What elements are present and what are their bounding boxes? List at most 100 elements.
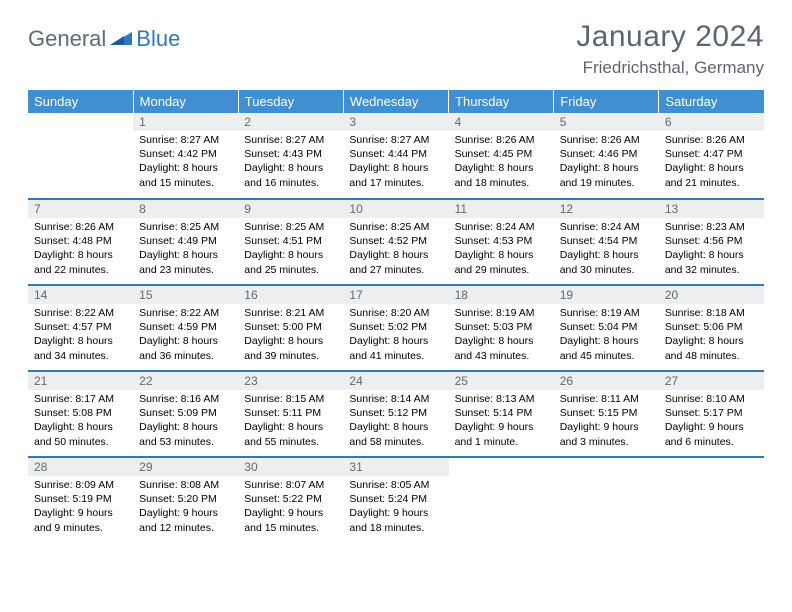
calendar-day-cell: 31Sunrise: 8:05 AMSunset: 5:24 PMDayligh… — [343, 457, 448, 543]
calendar-day-cell: 4Sunrise: 8:26 AMSunset: 4:45 PMDaylight… — [449, 113, 554, 199]
day-details: Sunrise: 8:22 AMSunset: 4:57 PMDaylight:… — [28, 304, 133, 367]
day-number: 10 — [343, 200, 448, 218]
calendar-day-cell: 23Sunrise: 8:15 AMSunset: 5:11 PMDayligh… — [238, 371, 343, 457]
day-details: Sunrise: 8:21 AMSunset: 5:00 PMDaylight:… — [238, 304, 343, 367]
day-details: Sunrise: 8:26 AMSunset: 4:48 PMDaylight:… — [28, 218, 133, 281]
day-number: 16 — [238, 286, 343, 304]
calendar-week-row: 28Sunrise: 8:09 AMSunset: 5:19 PMDayligh… — [28, 457, 764, 543]
day-number: 22 — [133, 372, 238, 390]
calendar-day-cell: 27Sunrise: 8:10 AMSunset: 5:17 PMDayligh… — [659, 371, 764, 457]
day-number: 30 — [238, 458, 343, 476]
calendar-week-row: 21Sunrise: 8:17 AMSunset: 5:08 PMDayligh… — [28, 371, 764, 457]
weekday-header: Thursday — [449, 90, 554, 113]
day-details: Sunrise: 8:26 AMSunset: 4:47 PMDaylight:… — [659, 131, 764, 194]
day-details: Sunrise: 8:15 AMSunset: 5:11 PMDaylight:… — [238, 390, 343, 453]
calendar-day-cell: 1Sunrise: 8:27 AMSunset: 4:42 PMDaylight… — [133, 113, 238, 199]
day-details: Sunrise: 8:14 AMSunset: 5:12 PMDaylight:… — [343, 390, 448, 453]
brand-text-blue: Blue — [136, 26, 180, 52]
calendar-day-cell: 28Sunrise: 8:09 AMSunset: 5:19 PMDayligh… — [28, 457, 133, 543]
day-number: 23 — [238, 372, 343, 390]
calendar-day-cell: . — [449, 457, 554, 543]
day-details: Sunrise: 8:11 AMSunset: 5:15 PMDaylight:… — [554, 390, 659, 453]
calendar-day-cell: 26Sunrise: 8:11 AMSunset: 5:15 PMDayligh… — [554, 371, 659, 457]
weekday-header: Wednesday — [343, 90, 448, 113]
calendar-day-cell: 6Sunrise: 8:26 AMSunset: 4:47 PMDaylight… — [659, 113, 764, 199]
calendar-day-cell: 16Sunrise: 8:21 AMSunset: 5:00 PMDayligh… — [238, 285, 343, 371]
calendar-day-cell: 2Sunrise: 8:27 AMSunset: 4:43 PMDaylight… — [238, 113, 343, 199]
day-details: Sunrise: 8:17 AMSunset: 5:08 PMDaylight:… — [28, 390, 133, 453]
day-number: 28 — [28, 458, 133, 476]
calendar-day-cell: 13Sunrise: 8:23 AMSunset: 4:56 PMDayligh… — [659, 199, 764, 285]
calendar-day-cell: . — [554, 457, 659, 543]
day-details: Sunrise: 8:19 AMSunset: 5:03 PMDaylight:… — [449, 304, 554, 367]
calendar-day-cell: 5Sunrise: 8:26 AMSunset: 4:46 PMDaylight… — [554, 113, 659, 199]
calendar-day-cell: 30Sunrise: 8:07 AMSunset: 5:22 PMDayligh… — [238, 457, 343, 543]
calendar-day-cell: 12Sunrise: 8:24 AMSunset: 4:54 PMDayligh… — [554, 199, 659, 285]
day-number: 11 — [449, 200, 554, 218]
day-details: Sunrise: 8:09 AMSunset: 5:19 PMDaylight:… — [28, 476, 133, 539]
calendar-day-cell: 20Sunrise: 8:18 AMSunset: 5:06 PMDayligh… — [659, 285, 764, 371]
weekday-header: Friday — [554, 90, 659, 113]
day-number: 6 — [659, 113, 764, 131]
day-details: Sunrise: 8:22 AMSunset: 4:59 PMDaylight:… — [133, 304, 238, 367]
day-number: 18 — [449, 286, 554, 304]
day-number: 15 — [133, 286, 238, 304]
calendar-week-row: 7Sunrise: 8:26 AMSunset: 4:48 PMDaylight… — [28, 199, 764, 285]
calendar-day-cell: 9Sunrise: 8:25 AMSunset: 4:51 PMDaylight… — [238, 199, 343, 285]
calendar-day-cell: 29Sunrise: 8:08 AMSunset: 5:20 PMDayligh… — [133, 457, 238, 543]
day-number: 26 — [554, 372, 659, 390]
day-number: 12 — [554, 200, 659, 218]
calendar-day-cell: 11Sunrise: 8:24 AMSunset: 4:53 PMDayligh… — [449, 199, 554, 285]
calendar-day-cell: 22Sunrise: 8:16 AMSunset: 5:09 PMDayligh… — [133, 371, 238, 457]
day-number: 13 — [659, 200, 764, 218]
day-details: Sunrise: 8:24 AMSunset: 4:54 PMDaylight:… — [554, 218, 659, 281]
brand-logo: General Blue — [28, 20, 180, 52]
brand-text-general: General — [28, 26, 106, 52]
calendar-day-cell: 7Sunrise: 8:26 AMSunset: 4:48 PMDaylight… — [28, 199, 133, 285]
day-details: Sunrise: 8:25 AMSunset: 4:52 PMDaylight:… — [343, 218, 448, 281]
weekday-header: Saturday — [659, 90, 764, 113]
calendar-day-cell: 24Sunrise: 8:14 AMSunset: 5:12 PMDayligh… — [343, 371, 448, 457]
calendar-day-cell: 17Sunrise: 8:20 AMSunset: 5:02 PMDayligh… — [343, 285, 448, 371]
weekday-header-row: SundayMondayTuesdayWednesdayThursdayFrid… — [28, 90, 764, 113]
day-details: Sunrise: 8:23 AMSunset: 4:56 PMDaylight:… — [659, 218, 764, 281]
calendar-day-cell: 3Sunrise: 8:27 AMSunset: 4:44 PMDaylight… — [343, 113, 448, 199]
day-details: Sunrise: 8:19 AMSunset: 5:04 PMDaylight:… — [554, 304, 659, 367]
calendar-day-cell: 21Sunrise: 8:17 AMSunset: 5:08 PMDayligh… — [28, 371, 133, 457]
day-details: Sunrise: 8:25 AMSunset: 4:49 PMDaylight:… — [133, 218, 238, 281]
day-number: 3 — [343, 113, 448, 131]
day-details: Sunrise: 8:27 AMSunset: 4:44 PMDaylight:… — [343, 131, 448, 194]
day-number: 8 — [133, 200, 238, 218]
calendar-day-cell: . — [659, 457, 764, 543]
day-details: Sunrise: 8:08 AMSunset: 5:20 PMDaylight:… — [133, 476, 238, 539]
calendar-day-cell: . — [28, 113, 133, 199]
calendar-day-cell: 14Sunrise: 8:22 AMSunset: 4:57 PMDayligh… — [28, 285, 133, 371]
brand-triangle-icon — [110, 28, 132, 51]
day-details: Sunrise: 8:16 AMSunset: 5:09 PMDaylight:… — [133, 390, 238, 453]
month-title: January 2024 — [576, 20, 764, 54]
weekday-header: Monday — [133, 90, 238, 113]
day-number: 29 — [133, 458, 238, 476]
day-number: 27 — [659, 372, 764, 390]
day-number: 9 — [238, 200, 343, 218]
calendar-week-row: .1Sunrise: 8:27 AMSunset: 4:42 PMDayligh… — [28, 113, 764, 199]
day-number: 21 — [28, 372, 133, 390]
day-number: 4 — [449, 113, 554, 131]
day-details: Sunrise: 8:27 AMSunset: 4:43 PMDaylight:… — [238, 131, 343, 194]
day-number: 1 — [133, 113, 238, 131]
title-block: January 2024 Friedrichsthal, Germany — [576, 20, 764, 78]
day-details: Sunrise: 8:10 AMSunset: 5:17 PMDaylight:… — [659, 390, 764, 453]
calendar-week-row: 14Sunrise: 8:22 AMSunset: 4:57 PMDayligh… — [28, 285, 764, 371]
calendar-day-cell: 18Sunrise: 8:19 AMSunset: 5:03 PMDayligh… — [449, 285, 554, 371]
day-number: 25 — [449, 372, 554, 390]
calendar-day-cell: 25Sunrise: 8:13 AMSunset: 5:14 PMDayligh… — [449, 371, 554, 457]
weekday-header: Tuesday — [238, 90, 343, 113]
day-details: Sunrise: 8:25 AMSunset: 4:51 PMDaylight:… — [238, 218, 343, 281]
calendar-day-cell: 15Sunrise: 8:22 AMSunset: 4:59 PMDayligh… — [133, 285, 238, 371]
day-number: 31 — [343, 458, 448, 476]
day-details: Sunrise: 8:07 AMSunset: 5:22 PMDaylight:… — [238, 476, 343, 539]
day-details: Sunrise: 8:05 AMSunset: 5:24 PMDaylight:… — [343, 476, 448, 539]
calendar-day-cell: 10Sunrise: 8:25 AMSunset: 4:52 PMDayligh… — [343, 199, 448, 285]
location-label: Friedrichsthal, Germany — [576, 58, 764, 78]
calendar-day-cell: 8Sunrise: 8:25 AMSunset: 4:49 PMDaylight… — [133, 199, 238, 285]
